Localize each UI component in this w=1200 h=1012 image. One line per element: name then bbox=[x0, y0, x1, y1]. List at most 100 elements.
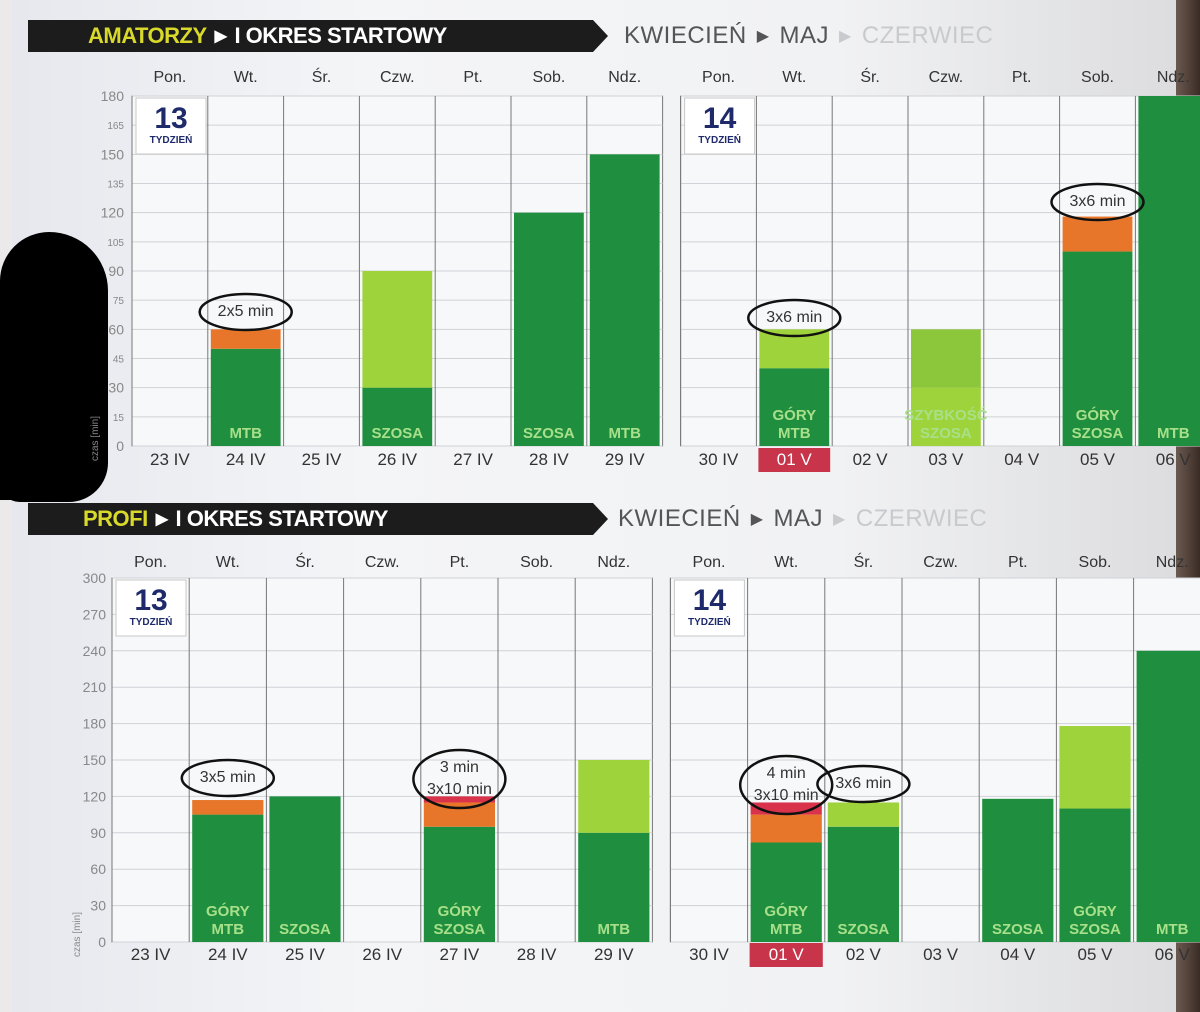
redaction-blob-lower bbox=[0, 400, 60, 500]
month-april: KWIECIEŃ bbox=[618, 505, 741, 532]
y-tick-label: 210 bbox=[83, 679, 107, 695]
amatorzy-plot: 0 30 60 90 120 150 180 15 45 75 105 135 165 czas [min… bbox=[90, 67, 1200, 472]
annotation-circle bbox=[412, 748, 507, 810]
date-label: 02 V bbox=[846, 945, 882, 964]
day-label: Pon. bbox=[134, 554, 167, 571]
week-number: 13 bbox=[154, 102, 187, 135]
date-label: 06 V bbox=[1155, 945, 1191, 964]
day-label: Sob. bbox=[1079, 554, 1112, 571]
day-label: Ndz. bbox=[608, 69, 641, 86]
day-label: Śr. bbox=[860, 67, 880, 86]
period-label: I OKRES STARTOWY bbox=[234, 23, 447, 48]
week-box bbox=[115, 579, 187, 637]
y-tick-label: 15 bbox=[113, 413, 125, 424]
bar-label: SZOSA bbox=[920, 425, 972, 442]
week-box bbox=[673, 579, 745, 637]
day-label: Pt. bbox=[1008, 554, 1028, 571]
day-label: Pon. bbox=[702, 69, 735, 86]
y-tick-label: 75 bbox=[113, 296, 125, 307]
y-tick-label: 0 bbox=[116, 438, 124, 454]
y-tick-label: 240 bbox=[83, 643, 107, 659]
y-tick-label: 60 bbox=[90, 861, 106, 877]
day-label: Wt. bbox=[774, 554, 798, 571]
month-may: MAJ bbox=[773, 505, 823, 532]
week-label: TYDZIEŃ bbox=[130, 615, 173, 628]
y-tick-label: 120 bbox=[83, 788, 107, 804]
day-label: Sob. bbox=[532, 69, 565, 86]
bar-segment bbox=[911, 387, 981, 446]
profi-plot: 0 30 60 90 120 150 180 210 240 270 300 czas [min] 13… bbox=[72, 552, 1200, 967]
amatorzy-banner: AMATORZY ▶ I OKRES STARTOWY bbox=[28, 20, 608, 52]
bar-label: GÓRY bbox=[1076, 406, 1120, 424]
day-label: Pt. bbox=[1012, 69, 1032, 86]
y-tick-label: 150 bbox=[101, 146, 125, 162]
bar-segment bbox=[1062, 251, 1133, 446]
y-tick-label: 0 bbox=[98, 934, 106, 950]
y-tick-label: 90 bbox=[108, 263, 124, 279]
bar-segment bbox=[1136, 650, 1200, 942]
date-label: 26 IV bbox=[362, 945, 402, 964]
week-number: 14 bbox=[703, 102, 737, 135]
bar-segment bbox=[210, 329, 281, 349]
date-label: 01 V bbox=[777, 450, 813, 469]
date-label: 27 IV bbox=[440, 945, 480, 964]
week-number: 14 bbox=[693, 584, 727, 617]
bar-segment bbox=[210, 348, 281, 446]
annotation-text: 3x6 min bbox=[1069, 193, 1125, 210]
week-label: TYDZIEŃ bbox=[150, 133, 193, 146]
week-label: TYDZIEŃ bbox=[698, 133, 741, 146]
day-label: Czw. bbox=[929, 69, 964, 86]
bar-segment bbox=[759, 368, 830, 446]
day-label: Czw. bbox=[923, 554, 958, 571]
bar-segment bbox=[1062, 216, 1133, 252]
annotation-text: 3 min bbox=[440, 759, 479, 776]
annotation-text: 3x6 min bbox=[835, 775, 891, 792]
bar-segment bbox=[1059, 808, 1131, 942]
bar-segment bbox=[1138, 96, 1200, 446]
day-label: Sob. bbox=[520, 554, 553, 571]
date-label: 30 IV bbox=[699, 450, 739, 469]
day-label: Pon. bbox=[153, 69, 186, 86]
category-label: PROFI bbox=[83, 506, 148, 531]
month-june: CZERWIEC bbox=[855, 505, 988, 532]
bar-segment bbox=[1059, 726, 1131, 809]
day-label: Ndz. bbox=[1157, 69, 1190, 86]
bar-label: SZOSA bbox=[434, 921, 486, 938]
bar-segment bbox=[578, 832, 650, 942]
date-label: 26 IV bbox=[377, 450, 417, 469]
bar-label: GÓRY bbox=[772, 406, 816, 424]
bar-label: MTB bbox=[770, 921, 803, 938]
bar-segment bbox=[911, 329, 981, 388]
bar-label: SZOSA bbox=[992, 921, 1044, 938]
y-tick-label: 60 bbox=[108, 321, 124, 337]
bar-label: SZOSA bbox=[279, 921, 331, 938]
bar-label: MTB bbox=[212, 921, 245, 938]
day-label: Śr. bbox=[854, 552, 874, 571]
profi-banner: PROFI ▶ I OKRES STARTOWY bbox=[28, 503, 608, 535]
date-label: 01 V bbox=[769, 945, 805, 964]
annotation-text: 3x6 min bbox=[766, 309, 822, 326]
bar-segment bbox=[362, 387, 433, 446]
bar-label: GÓRY bbox=[764, 902, 808, 920]
months-header: KWIECIEŃ ▶ MAJ ▶ CZERWIEC bbox=[618, 505, 987, 533]
day-label: Wt. bbox=[782, 69, 806, 86]
y-tick-label: 30 bbox=[108, 380, 124, 396]
day-label: Pon. bbox=[693, 554, 726, 571]
annotation-circle bbox=[198, 292, 293, 332]
day-label: Śr. bbox=[295, 552, 315, 571]
date-label: 28 IV bbox=[517, 945, 557, 964]
date-label: 25 IV bbox=[285, 945, 325, 964]
y-tick-label: 270 bbox=[83, 606, 107, 622]
y-axis-label: czas [min] bbox=[90, 416, 101, 461]
bar-label: MTB bbox=[229, 425, 262, 442]
bar-label: SZYBKOŚĆ bbox=[904, 406, 988, 424]
month-arrow-icon: ▶ bbox=[839, 28, 852, 45]
date-label: 05 V bbox=[1078, 945, 1114, 964]
y-tick-label: 135 bbox=[107, 180, 124, 191]
y-tick-label: 165 bbox=[107, 121, 124, 132]
annotation-text: 4 min bbox=[767, 765, 806, 782]
date-label: 24 IV bbox=[226, 450, 266, 469]
period-label: I OKRES STARTOWY bbox=[175, 506, 389, 531]
bar-segment bbox=[578, 760, 650, 833]
